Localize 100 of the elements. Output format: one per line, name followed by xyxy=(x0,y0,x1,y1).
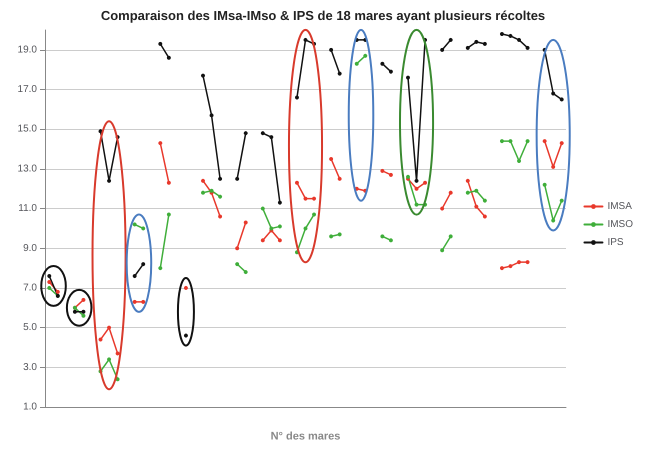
point xyxy=(551,164,556,169)
point xyxy=(260,206,265,211)
y-tick-label: 9.0 xyxy=(23,242,38,254)
point xyxy=(414,202,419,207)
point xyxy=(47,274,52,278)
point xyxy=(81,310,86,314)
point xyxy=(517,260,522,264)
point xyxy=(329,48,334,52)
point xyxy=(414,186,419,191)
point xyxy=(526,46,530,50)
point xyxy=(278,200,282,205)
point xyxy=(107,326,112,330)
point xyxy=(380,62,384,66)
point xyxy=(474,40,478,44)
point xyxy=(508,34,512,38)
x-axis-title: N° des mares xyxy=(270,430,340,442)
legend-label: IMSA xyxy=(607,201,632,212)
point xyxy=(312,196,316,201)
point xyxy=(56,290,60,294)
y-tick-label: 19.0 xyxy=(18,44,38,56)
y-tick-label: 13.0 xyxy=(18,163,38,174)
y-tick-label: 3.0 xyxy=(23,362,38,373)
point xyxy=(304,226,308,230)
point xyxy=(542,182,547,187)
point xyxy=(294,180,299,185)
point xyxy=(440,248,444,252)
point xyxy=(210,113,214,118)
point xyxy=(542,139,547,144)
point xyxy=(380,234,384,238)
point xyxy=(304,38,308,42)
point xyxy=(440,206,444,211)
point xyxy=(560,97,564,102)
point xyxy=(526,139,530,144)
point xyxy=(244,270,248,274)
point xyxy=(166,212,171,217)
point xyxy=(260,238,265,242)
point xyxy=(218,176,222,181)
point xyxy=(388,70,393,74)
legend-label: IPS xyxy=(607,237,624,248)
point xyxy=(81,298,86,302)
point xyxy=(338,72,342,76)
point xyxy=(423,180,428,185)
point xyxy=(508,264,512,268)
point xyxy=(354,62,359,66)
point xyxy=(218,214,222,219)
point xyxy=(116,351,120,356)
point xyxy=(184,334,188,338)
point xyxy=(244,131,248,136)
point xyxy=(414,178,419,183)
point xyxy=(107,357,112,362)
y-tick-label: 11.0 xyxy=(18,203,38,214)
point xyxy=(278,224,282,228)
point xyxy=(500,32,504,36)
point xyxy=(517,158,522,163)
point xyxy=(474,204,478,209)
y-tick-label: 1.0 xyxy=(23,402,38,412)
point xyxy=(466,178,470,183)
point xyxy=(141,300,146,304)
legend-label: IMSO xyxy=(607,219,634,230)
point xyxy=(560,198,564,203)
point xyxy=(517,38,522,42)
point xyxy=(98,338,103,342)
y-tick-label: 5.0 xyxy=(23,322,38,334)
point xyxy=(363,54,368,58)
point xyxy=(201,190,206,195)
point xyxy=(47,280,52,284)
point xyxy=(526,260,530,264)
point xyxy=(158,42,162,46)
point xyxy=(141,226,146,230)
point xyxy=(235,262,240,266)
point xyxy=(158,141,162,146)
point xyxy=(244,220,248,224)
point xyxy=(448,38,453,42)
point xyxy=(184,286,188,290)
point xyxy=(235,176,240,181)
point xyxy=(107,178,112,183)
point xyxy=(294,95,299,100)
point xyxy=(448,190,453,195)
point xyxy=(338,176,342,181)
point xyxy=(81,314,86,318)
y-tick-label: 17.0 xyxy=(18,84,38,96)
point xyxy=(500,139,504,144)
point xyxy=(482,42,487,46)
point xyxy=(508,139,512,144)
point xyxy=(448,234,453,238)
point xyxy=(235,246,240,250)
point xyxy=(380,168,384,173)
point xyxy=(304,196,308,201)
point xyxy=(482,198,487,203)
point xyxy=(269,135,274,140)
point xyxy=(312,212,316,217)
point xyxy=(166,56,171,60)
point xyxy=(551,91,556,96)
point xyxy=(466,190,470,195)
point xyxy=(260,131,265,136)
y-tick-label: 7.0 xyxy=(23,282,38,294)
point xyxy=(132,274,137,278)
point xyxy=(141,262,146,266)
point xyxy=(466,46,470,50)
point xyxy=(560,141,564,146)
